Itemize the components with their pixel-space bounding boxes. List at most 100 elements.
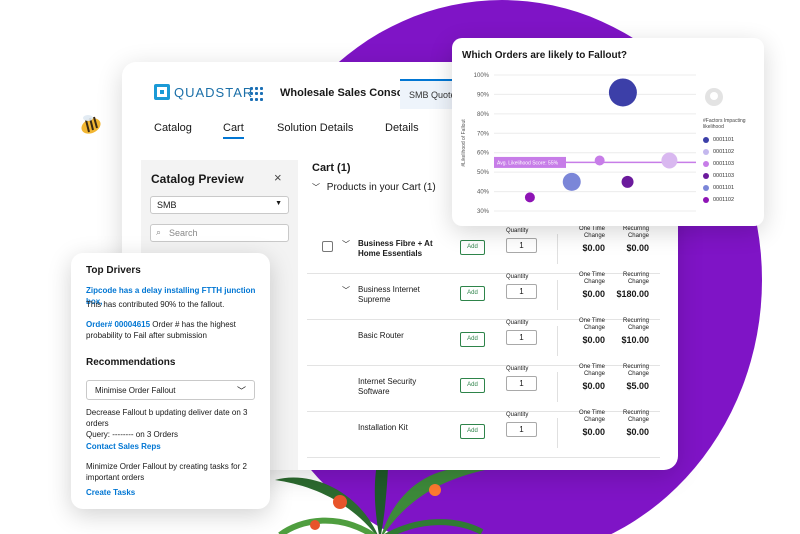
row-checkbox[interactable] [322, 241, 333, 252]
segment-select-value: SMB [157, 200, 177, 210]
recurring-change-value: $10.00 [621, 335, 649, 345]
quantity-input[interactable]: 1 [506, 238, 537, 253]
driver-order-text: Order # has the highest probability to F… [86, 320, 236, 340]
one-time-change-value: $0.00 [582, 381, 605, 391]
legend-label: 0001101 [713, 185, 735, 191]
one-time-change-label: One Time Change [578, 272, 605, 285]
chevron-down-icon: ﹀ [236, 386, 246, 396]
quantity-input[interactable]: 1 [506, 284, 537, 299]
cart-row: Installation Kit Add Quantity 1 One Time Cha… [307, 410, 660, 458]
driver-zipcode-link[interactable]: Zipcode has a delay installing FTTH junc… [86, 286, 256, 306]
one-time-change-label: One Time Change [578, 410, 605, 423]
column-divider [557, 234, 558, 264]
catalog-search-input[interactable]: ⌕ Search [150, 224, 289, 242]
quantity-label: Quantity [506, 228, 529, 234]
product-name: Business Internet Supreme [358, 285, 420, 304]
recurring-change-label: Recurring Change [622, 272, 649, 285]
cart-products-header[interactable]: ﹀ Products in your Cart (1) [312, 182, 436, 193]
rec1-text: Decrease Fallout b updating deliver date… [86, 408, 248, 428]
column-divider [557, 372, 558, 402]
legend-item: 0001103 [703, 161, 734, 167]
quantity-input[interactable]: 1 [506, 422, 537, 437]
y-tick-label: 30% [477, 209, 490, 215]
scatter-point [524, 192, 535, 203]
app-launcher-icon[interactable] [250, 87, 264, 101]
recommendations-title: Recommendations [86, 357, 176, 368]
recurring-change-value: $180.00 [616, 289, 649, 299]
logo-text: QUADSTAR [174, 84, 254, 100]
search-icon: ⌕ [156, 227, 162, 237]
create-tasks-link: Create Tasks [86, 487, 262, 498]
legend-swatch [703, 161, 709, 167]
recurring-change-label: Recurring Change [622, 318, 649, 331]
recommendation-select[interactable]: Minimise Order Fallout ﹀ [86, 380, 255, 400]
product-name: Installation Kit [358, 423, 408, 432]
quantity-input[interactable]: 1 [506, 376, 537, 391]
console-title: Wholesale Sales Console [280, 87, 413, 99]
top-drivers-title: Top Drivers [86, 265, 141, 276]
segment-select[interactable]: SMB ▼ [150, 196, 289, 214]
chevron-down-icon: ﹀ [312, 183, 320, 192]
quantity-label: Quantity [506, 366, 529, 372]
y-tick-label: 100% [474, 73, 490, 79]
driver-zipcode: Zipcode has a delay installing FTTH junc… [86, 285, 262, 307]
average-label-box [494, 156, 566, 168]
quadstar-logo: QUADSTAR [154, 84, 253, 100]
legend-label: 0001101 [713, 137, 735, 143]
contact-sales-reps[interactable]: Contact Sales Reps [86, 442, 161, 451]
chevron-down-icon[interactable]: ﹀ [342, 240, 350, 249]
legend-swatch [703, 173, 709, 179]
recurring-change-value: $0.00 [626, 427, 649, 437]
quantity-label: Quantity [506, 320, 529, 326]
column-divider [557, 326, 558, 356]
add-button[interactable]: Add [460, 240, 485, 255]
one-time-change-label: One Time Change [578, 318, 605, 331]
product-name: Internet Security Software [358, 377, 417, 396]
scatter-point [621, 175, 634, 188]
one-time-change-value: $0.00 [582, 427, 605, 437]
column-divider [557, 418, 558, 448]
y-tick-label: 50% [477, 170, 490, 176]
add-button[interactable]: Add [460, 332, 485, 347]
catalog-preview-title: Catalog Preview [151, 172, 244, 186]
add-button[interactable]: Add [460, 424, 485, 439]
legend-item: 0001101 [703, 185, 734, 191]
add-button[interactable]: Add [460, 378, 485, 393]
legend-item: 0001102 [703, 149, 734, 155]
recurring-change-label: Recurring Change [622, 410, 649, 423]
tab-catalog[interactable]: Catalog [154, 122, 192, 134]
bee-icon [81, 115, 101, 134]
rec2-text: Minimize Order Fallout by creating tasks… [86, 462, 247, 482]
avatar[interactable] [705, 88, 723, 106]
y-tick-label: 60% [477, 151, 490, 157]
legend-label: 0001102 [713, 149, 735, 155]
quantity-input[interactable]: 1 [506, 330, 537, 345]
driver-order-link[interactable]: Order# 00004615 [86, 320, 151, 329]
legend-label: 0001103 [713, 161, 735, 167]
tab-solution-details[interactable]: Solution Details [277, 122, 354, 134]
legend-swatch [703, 149, 709, 155]
one-time-change-value: $0.00 [582, 335, 605, 345]
tab-details[interactable]: Details [385, 122, 419, 134]
close-icon[interactable]: × [274, 170, 282, 185]
create-tasks[interactable]: Create Tasks [86, 488, 136, 497]
search-placeholder: Search [169, 228, 198, 238]
recurring-change-label: Recurring Change [622, 226, 649, 239]
contact-sales-reps-link: Contact Sales Reps [86, 441, 262, 452]
chevron-down-icon[interactable]: ﹀ [342, 286, 350, 295]
caret-down-icon: ▼ [275, 200, 282, 207]
one-time-change-label: One Time Change [578, 226, 605, 239]
y-tick-label: 40% [477, 190, 490, 196]
top-drivers-card: Top Drivers Zipcode has a delay installi… [71, 253, 270, 509]
one-time-change-value: $0.00 [582, 243, 605, 253]
tab-cart[interactable]: Cart [223, 122, 244, 139]
rec1-query: Query: -------- on 3 Orders [86, 430, 179, 439]
legend-item: 0001101 [703, 137, 734, 143]
recurring-change-value: $5.00 [626, 381, 649, 391]
y-axis-label: #Likelihood of Fallout [461, 119, 467, 167]
scatter-point [562, 172, 581, 191]
column-divider [557, 280, 558, 310]
add-button[interactable]: Add [460, 286, 485, 301]
product-name: Basic Router [358, 331, 404, 340]
cart-row: Basic Router Add Quantity 1 One Time Change $… [307, 318, 660, 366]
